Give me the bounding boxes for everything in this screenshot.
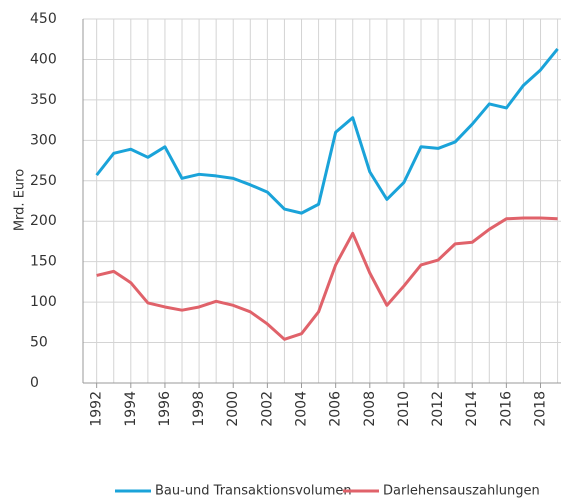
legend-label: Darlehensauszahlungen xyxy=(383,484,540,499)
y-axis-label: Mrd. Euro xyxy=(13,169,28,231)
x-tick-label: 2012 xyxy=(430,391,446,427)
legend-label: Bau-und Transaktionsvolumen xyxy=(155,484,352,499)
x-tick-label: 2002 xyxy=(259,391,275,427)
x-tick-label: 1992 xyxy=(89,391,105,427)
line-series xyxy=(95,47,559,215)
y-tick-label: 0 xyxy=(30,375,39,391)
x-tick-label: 2006 xyxy=(328,391,344,427)
y-tick-label: 300 xyxy=(30,132,57,148)
x-tick-label: 2014 xyxy=(464,391,480,427)
x-tick-label: 2010 xyxy=(396,391,412,427)
y-tick-label: 100 xyxy=(30,294,57,310)
y-tick-label: 150 xyxy=(30,254,57,270)
y-tick-label: 50 xyxy=(30,335,48,351)
y-tick-label: 350 xyxy=(30,92,57,108)
y-tick-label: 450 xyxy=(30,11,57,27)
x-tick-label: 1996 xyxy=(157,391,173,427)
y-tick-label: 400 xyxy=(30,51,57,67)
x-tick-label: 2016 xyxy=(498,391,514,427)
y-tick-label: 250 xyxy=(30,173,57,189)
x-tick-label: 2008 xyxy=(362,391,378,427)
y-tick-label: 200 xyxy=(30,213,57,229)
x-tick-label: 1998 xyxy=(191,391,207,427)
x-tick-label: 2004 xyxy=(294,391,310,427)
x-tick-label: 2000 xyxy=(225,391,241,427)
x-tick-label: 2018 xyxy=(533,391,549,427)
line-series xyxy=(96,216,558,341)
x-tick-label: 1994 xyxy=(123,391,139,427)
